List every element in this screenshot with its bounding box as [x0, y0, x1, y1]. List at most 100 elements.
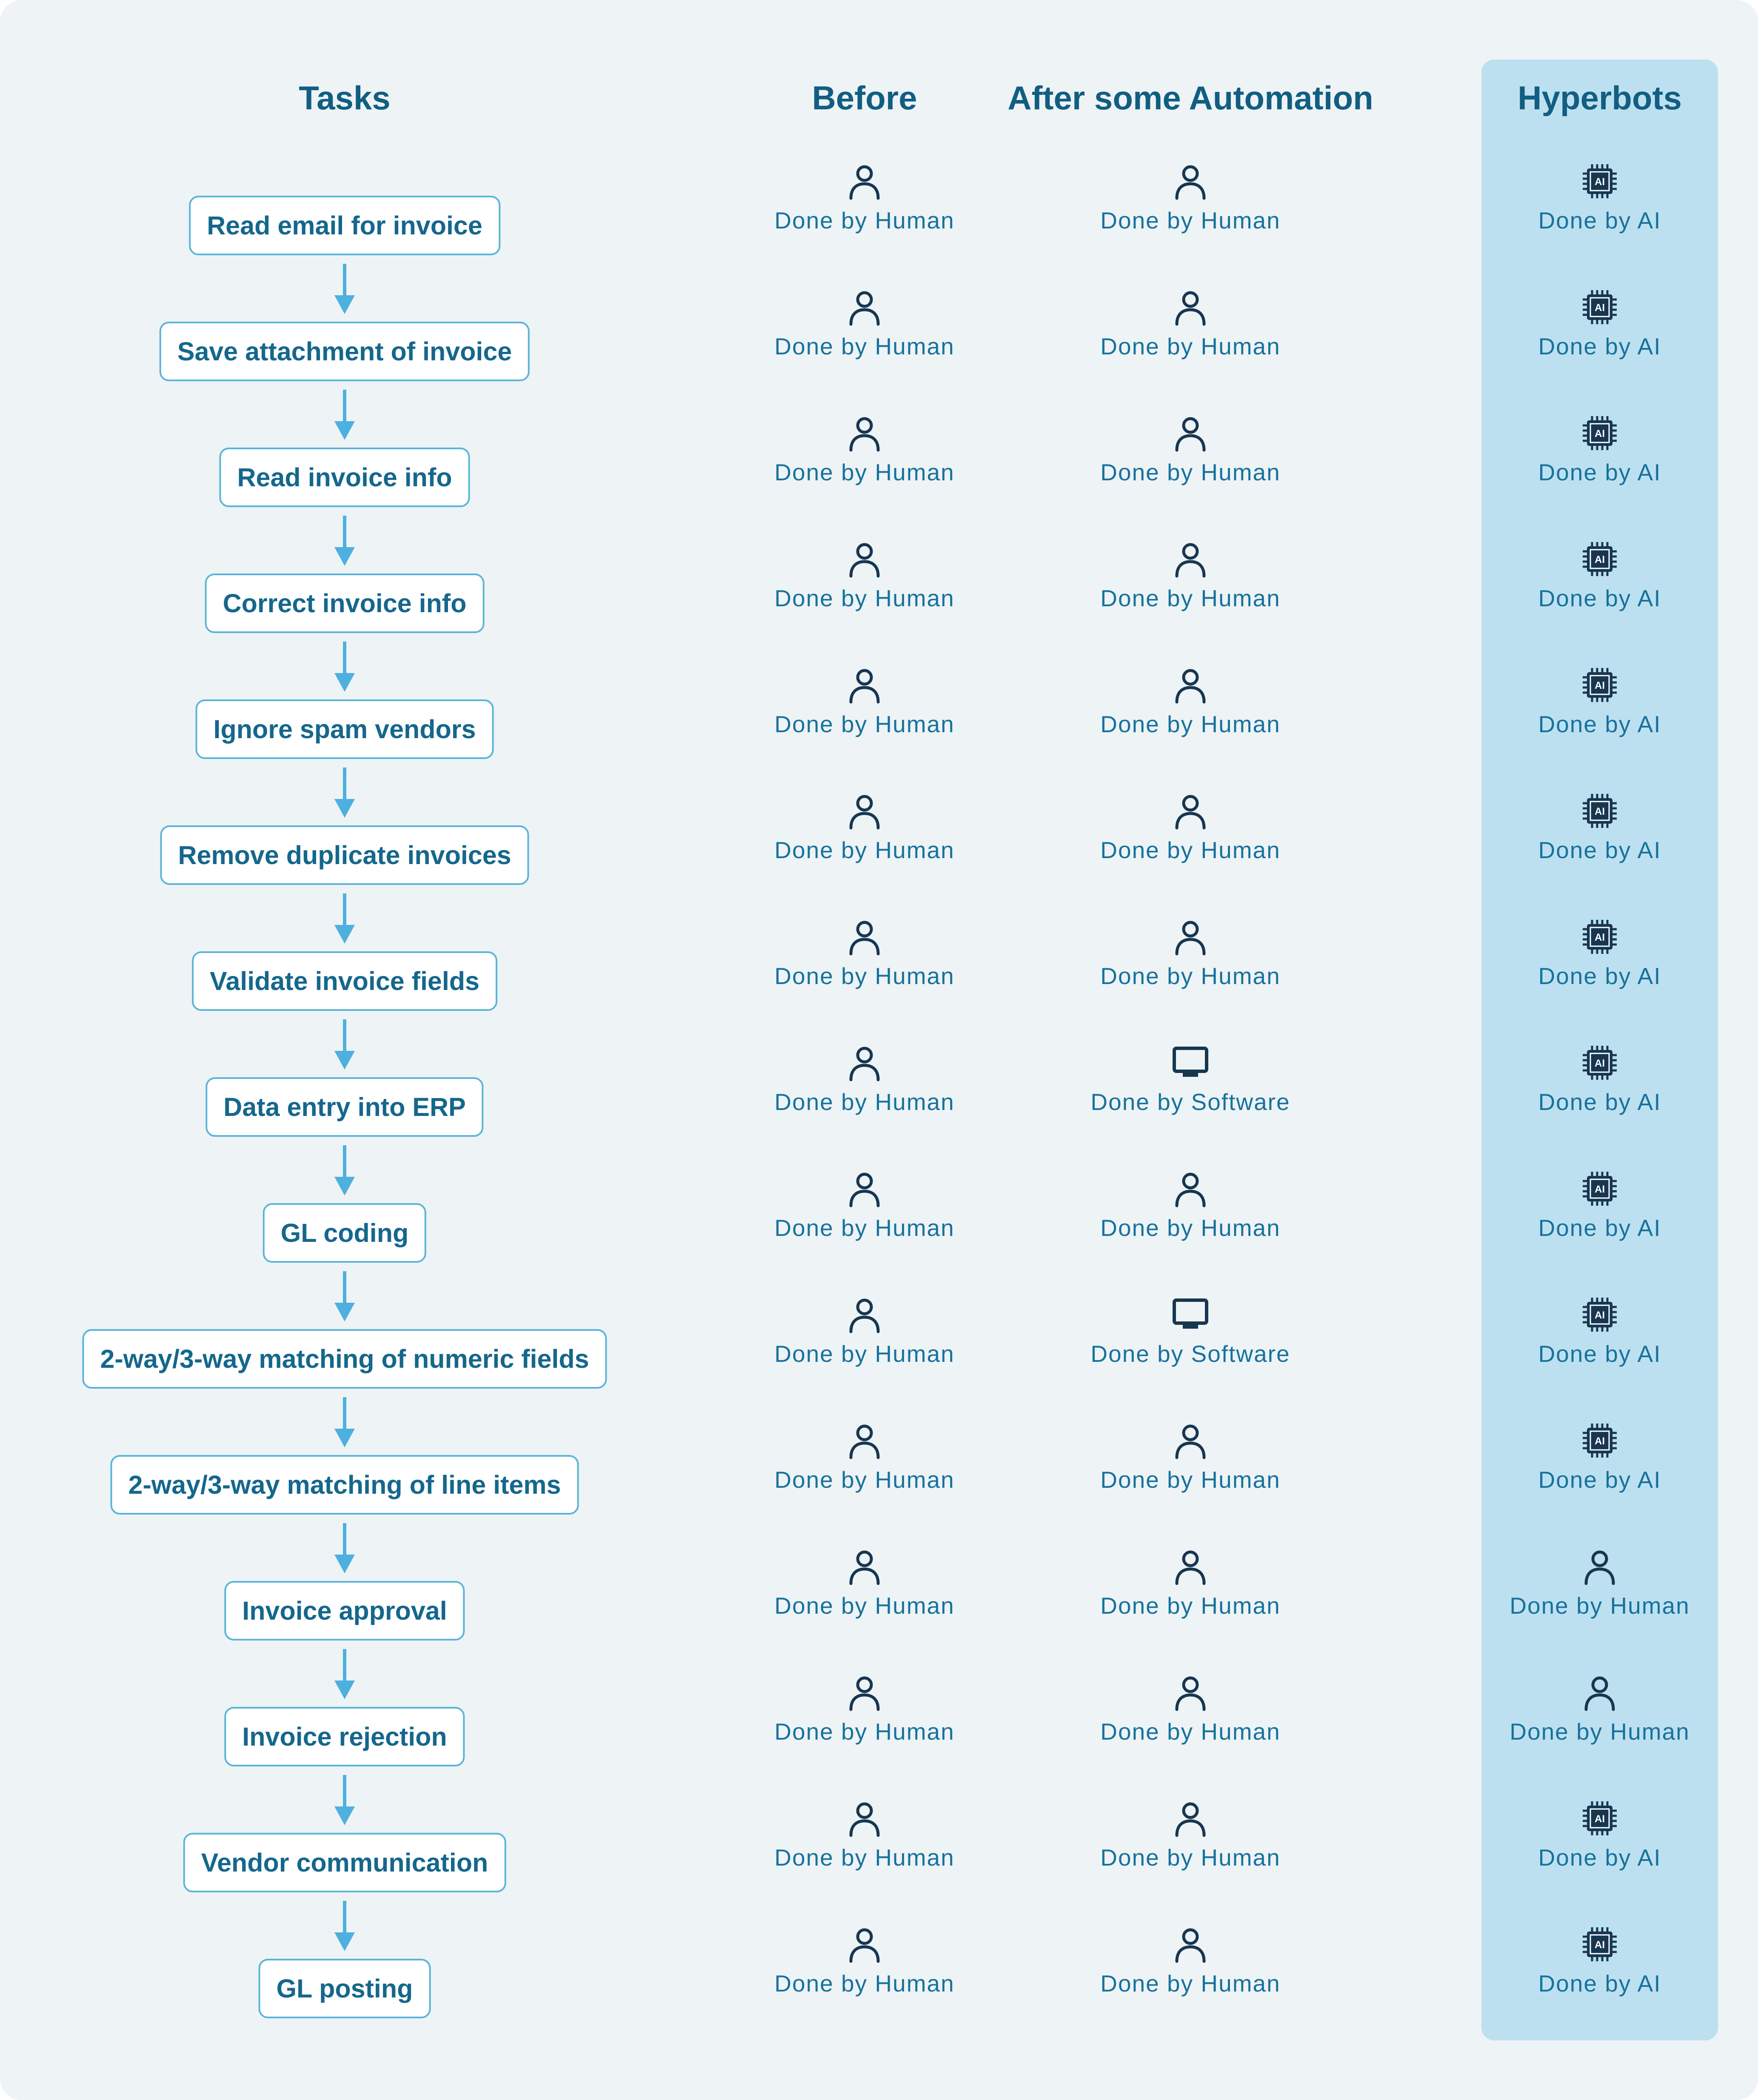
- ai-chip-icon: AI: [1580, 162, 1619, 201]
- after-cell: Done by Human: [1050, 1547, 1331, 1641]
- before-cell: Done by Human: [724, 1169, 1005, 1263]
- done-by-label: Done by Human: [1100, 1467, 1281, 1493]
- after-cell: Done by Human: [1050, 1673, 1331, 1766]
- person-icon: [845, 414, 884, 453]
- done-by-label: Done by Human: [774, 1089, 955, 1115]
- person-icon: [845, 1421, 884, 1460]
- after-cell: Done by Human: [1050, 1799, 1331, 1892]
- person-icon: [845, 539, 884, 579]
- ai-chip-glyph: AI: [1595, 302, 1605, 314]
- ai-chip-icon: AI: [1580, 1925, 1619, 1964]
- after-cell: Done by Human: [1050, 1421, 1331, 1515]
- task-box: Correct invoice info: [205, 574, 485, 633]
- person-icon: [1171, 665, 1210, 705]
- done-by-label: Done by Human: [774, 837, 955, 863]
- done-by-label: Done by AI: [1538, 837, 1661, 863]
- person-icon: [845, 1673, 884, 1712]
- task-row: Invoice approval Done by Human Done by Hum…: [0, 1550, 1758, 1707]
- ai-chip-glyph: AI: [1595, 1058, 1605, 1069]
- done-by-label: Done by AI: [1538, 333, 1661, 360]
- done-by-label: Done by Human: [774, 585, 955, 611]
- ai-chip-icon: AI: [1580, 791, 1619, 830]
- hyperbots-cell: AI Done by AI: [1459, 1799, 1740, 1892]
- person-icon: [1171, 539, 1210, 579]
- ai-chip-glyph: AI: [1595, 176, 1605, 188]
- ai-chip-glyph: AI: [1595, 1435, 1605, 1447]
- person-icon: [1171, 1547, 1210, 1586]
- after-cell: Done by Software: [1050, 1043, 1331, 1137]
- person-icon: [1171, 1673, 1210, 1712]
- done-by-label: Done by Human: [774, 963, 955, 989]
- done-by-label: Done by Human: [774, 333, 955, 360]
- down-arrow-icon: [334, 1775, 355, 1826]
- ai-chip-glyph: AI: [1595, 806, 1605, 817]
- down-arrow-icon: [334, 1397, 355, 1448]
- done-by-label: Done by AI: [1538, 1215, 1661, 1241]
- person-icon: [845, 1295, 884, 1334]
- ai-chip-glyph: AI: [1595, 1939, 1605, 1951]
- done-by-label: Done by AI: [1538, 1844, 1661, 1871]
- done-by-label: Done by Human: [1100, 711, 1281, 737]
- done-by-label: Done by Human: [1100, 837, 1281, 863]
- task-row: Ignore spam vendors Done by Human Done by …: [0, 668, 1758, 825]
- person-icon: [845, 665, 884, 705]
- before-cell: Done by Human: [724, 1925, 1005, 2018]
- task-box: Invoice rejection: [224, 1707, 465, 1766]
- person-icon: [845, 1799, 884, 1838]
- down-arrow-icon: [334, 768, 355, 819]
- hyperbots-cell: AI Done by AI: [1459, 791, 1740, 885]
- down-arrow-icon: [334, 1271, 355, 1322]
- task-box: 2-way/3-way matching of numeric fields: [82, 1329, 607, 1389]
- ai-chip-icon: AI: [1580, 539, 1619, 579]
- before-cell: Done by Human: [724, 917, 1005, 1011]
- ai-chip-glyph: AI: [1595, 1184, 1605, 1195]
- done-by-label: Done by AI: [1538, 1467, 1661, 1493]
- person-icon: [845, 791, 884, 830]
- hyperbots-header: Hyperbots: [1518, 79, 1682, 117]
- before-cell: Done by Human: [724, 1295, 1005, 1389]
- after-cell: Done by Human: [1050, 791, 1331, 885]
- after-automation-header: After some Automation: [1007, 79, 1373, 117]
- ai-chip-icon: AI: [1580, 1295, 1619, 1334]
- monitor-icon: [1171, 1043, 1210, 1082]
- person-icon: [845, 162, 884, 201]
- done-by-label: Done by Human: [774, 1592, 955, 1619]
- hyperbots-cell: AI Done by AI: [1459, 162, 1740, 255]
- hyperbots-cell: AI Done by AI: [1459, 1169, 1740, 1263]
- ai-chip-icon: AI: [1580, 414, 1619, 453]
- task-row: Read invoice info Done by Human Done by Hu…: [0, 416, 1758, 574]
- before-cell: Done by Human: [724, 539, 1005, 633]
- down-arrow-icon: [334, 642, 355, 693]
- person-icon: [1171, 414, 1210, 453]
- done-by-label: Done by Software: [1090, 1089, 1290, 1115]
- after-cell: Done by Human: [1050, 414, 1331, 507]
- done-by-label: Done by Software: [1090, 1341, 1290, 1367]
- down-arrow-icon: [334, 1901, 355, 1952]
- before-header: Before: [812, 79, 917, 117]
- ai-chip-glyph: AI: [1595, 1310, 1605, 1321]
- hyperbots-cell: AI Done by AI: [1459, 1925, 1740, 2018]
- ai-chip-icon: AI: [1580, 1421, 1619, 1460]
- task-box: Save attachment of invoice: [159, 322, 530, 381]
- task-box: Validate invoice fields: [192, 951, 497, 1011]
- down-arrow-icon: [334, 1145, 355, 1196]
- task-box: GL coding: [263, 1203, 427, 1263]
- task-row: Invoice rejection Done by Human Done by Hu…: [0, 1676, 1758, 1833]
- after-cell: Done by Human: [1050, 917, 1331, 1011]
- task-row: Remove duplicate invoices Done by Human Do…: [0, 794, 1758, 951]
- monitor-icon: [1171, 1295, 1210, 1334]
- done-by-label: Done by AI: [1538, 459, 1661, 485]
- task-box: GL posting: [258, 1959, 431, 2018]
- done-by-label: Done by Human: [1510, 1718, 1690, 1745]
- done-by-label: Done by AI: [1538, 1089, 1661, 1115]
- person-icon: [845, 1547, 884, 1586]
- task-row: 2-way/3-way matching of line items Done b…: [0, 1424, 1758, 1581]
- before-cell: Done by Human: [724, 1673, 1005, 1766]
- person-icon: [1171, 917, 1210, 956]
- done-by-label: Done by Human: [774, 1467, 955, 1493]
- done-by-label: Done by AI: [1538, 1970, 1661, 1997]
- done-by-label: Done by Human: [1100, 207, 1281, 234]
- task-box: Read invoice info: [219, 448, 470, 507]
- person-icon: [1580, 1547, 1619, 1586]
